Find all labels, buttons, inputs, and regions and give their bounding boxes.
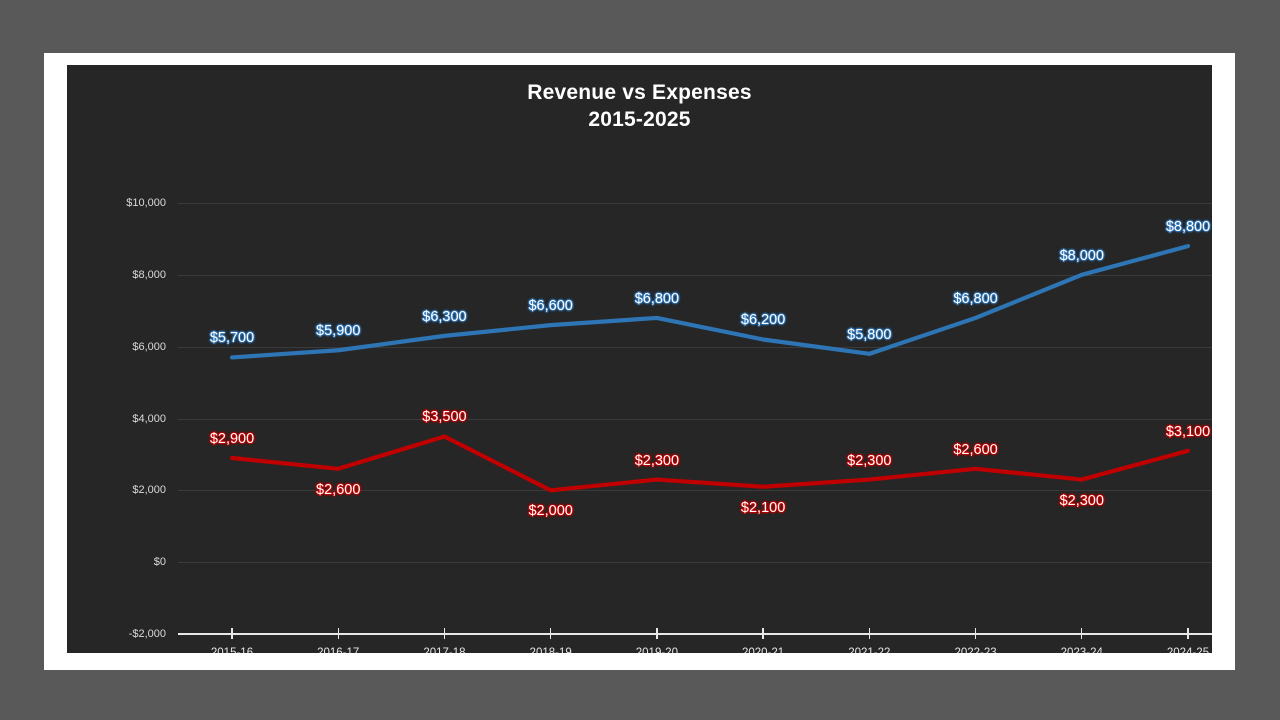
data-label-revenue: $6,600: [528, 298, 573, 315]
data-label-revenue: $6,800: [953, 290, 998, 307]
data-label-revenue: $8,000: [1059, 247, 1104, 264]
data-label-revenue: $5,900: [316, 323, 361, 340]
x-axis-tick-label: 2016-17: [317, 647, 360, 653]
x-axis-tick: [656, 628, 658, 639]
chart-canvas[interactable]: Revenue vs Expenses 2015-2025 $10,000 $8,…: [67, 65, 1212, 653]
slide-frame: Revenue vs Expenses 2015-2025 $10,000 $8,…: [44, 53, 1235, 670]
gridline: [178, 203, 1212, 204]
data-label-expenses: $2,000: [528, 503, 573, 520]
x-axis-tick: [974, 628, 977, 639]
data-label-expenses: $2,900: [209, 431, 255, 447]
series-lines: [229, 243, 1191, 493]
gridline: [178, 346, 1212, 348]
x-axis-tick: [443, 628, 446, 639]
data-label-expenses: $2,600: [316, 481, 361, 498]
y-axis-tick-label: $2,000: [132, 484, 166, 497]
data-label-expenses: $2,100: [740, 499, 786, 516]
x-axis-tick-label: 2021-22: [848, 647, 891, 653]
gridline: [178, 274, 1212, 276]
x-axis-tick-label: 2020-21: [742, 647, 785, 653]
series-line-revenue: [229, 243, 1191, 360]
data-label-expenses: $3,500: [422, 409, 467, 426]
data-label-revenue: $6,300: [422, 308, 467, 325]
x-axis-tick-label: 2017-18: [423, 647, 466, 653]
x-axis-tick: [1187, 628, 1189, 639]
chart-title-main: Revenue vs Expenses: [527, 81, 752, 104]
y-axis-tick-label: $8,000: [132, 268, 166, 281]
data-label-expenses: $2,300: [847, 452, 892, 469]
x-axis-tick-label: 2023-24: [1060, 647, 1103, 653]
data-label-revenue: $6,800: [634, 290, 680, 307]
x-axis-tick: [549, 628, 552, 639]
x-axis-tick-label: 2015-16: [210, 647, 254, 653]
x-axis-tick-label: 2019-20: [635, 647, 678, 653]
x-axis-tick-label: 2024-25: [1166, 647, 1210, 653]
x-axis-tick: [1081, 628, 1083, 639]
data-label-expenses: $2,600: [953, 441, 998, 458]
y-axis-tick-label: $10,000: [126, 197, 166, 209]
chart-title: Revenue vs Expenses 2015-2025: [67, 79, 1212, 133]
data-label-expenses: $2,300: [1059, 492, 1104, 509]
x-axis-tick: [231, 628, 233, 639]
x-axis-tick: [337, 628, 339, 639]
x-axis-tick-label: 2022-23: [954, 647, 997, 653]
data-label-revenue: $6,200: [740, 312, 786, 329]
gridline: [178, 418, 1212, 420]
gridline: [178, 562, 1212, 564]
y-axis-tick-label: $0: [153, 556, 166, 569]
data-label-expenses: $3,100: [1165, 423, 1211, 440]
chart-subtitle: 2015-2025: [588, 108, 691, 131]
y-axis-tick-label: -$2,000: [128, 628, 166, 640]
plot-area: $10,000 $8,000 $6,000 $4,000 $2,000 $0 -$2,000…: [126, 198, 1212, 653]
x-axis-line: [178, 633, 1212, 635]
series-line-expenses: [229, 434, 1191, 493]
data-label-expenses: $2,300: [634, 452, 680, 469]
data-label-revenue: $5,800: [847, 326, 892, 343]
y-axis-tick-label: $6,000: [132, 340, 166, 353]
x-axis-tick-label: 2018-19: [529, 647, 572, 653]
x-axis-tick: [868, 628, 871, 639]
data-label-revenue: $5,700: [209, 330, 255, 347]
gridline: [178, 490, 1212, 492]
y-axis-tick-label: $4,000: [132, 412, 166, 425]
x-axis-tick: [762, 628, 764, 639]
data-label-revenue: $8,800: [1165, 219, 1211, 236]
